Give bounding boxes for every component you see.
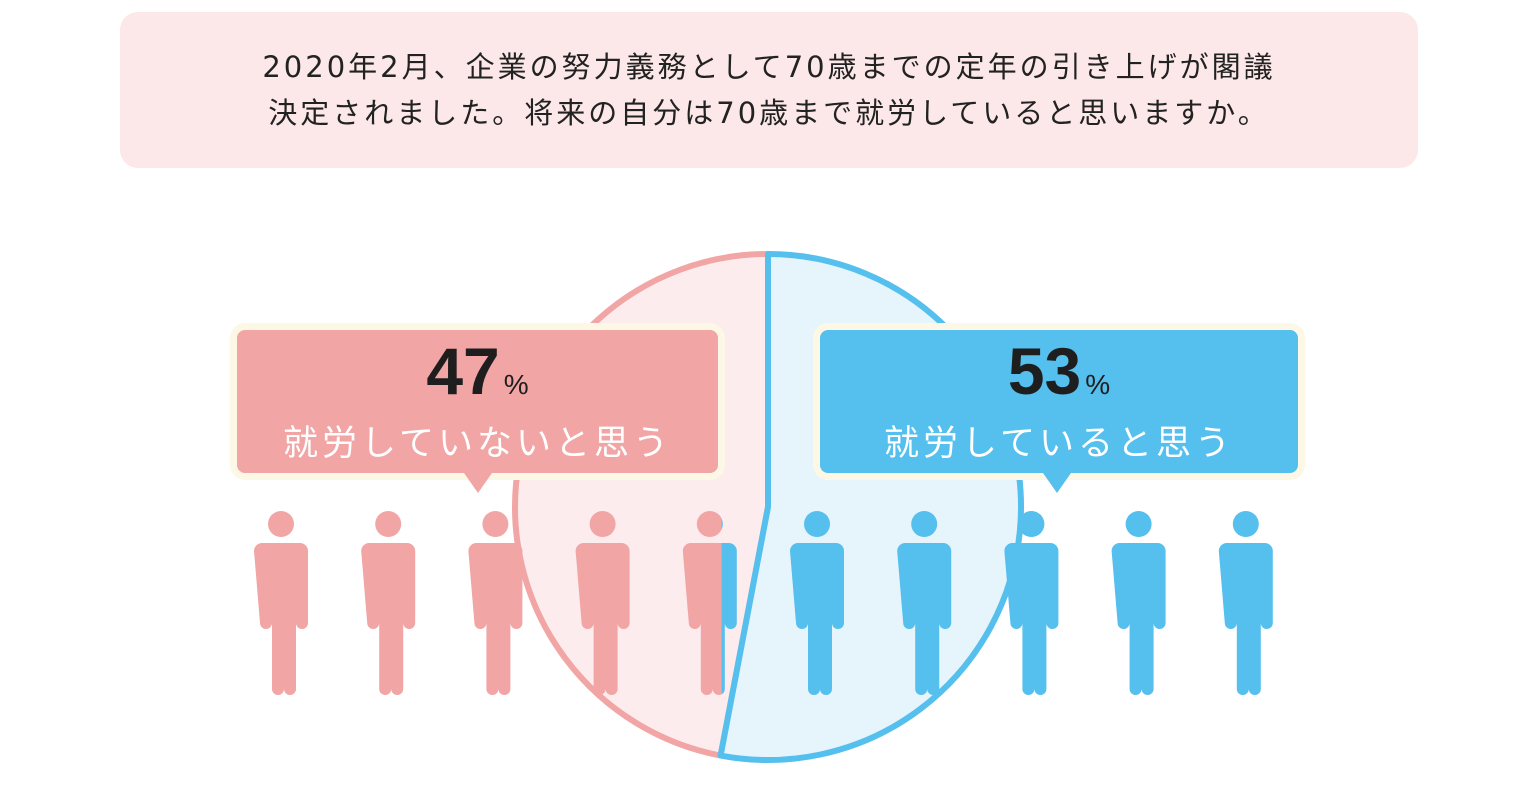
bubble-tail-yes [1043,473,1071,493]
person-icon [682,511,737,695]
percent-no: 47% [426,333,529,408]
person-icon [1004,511,1059,695]
percent-yes: 53% [1007,333,1111,408]
question-box: 2020年2月、企業の努力義務として70歳までの定年の引き上げが閣議 決定されま… [120,12,1418,168]
label-yes: 就労していると思う [884,423,1234,464]
person-icon [575,511,630,695]
person-icon [790,511,844,695]
question-line-1: 2020年2月、企業の努力義務として70歳までの定年の引き上げが閣議 [262,50,1276,84]
person-icon [361,511,416,695]
label-bubble-no: 47% 就労していないと思う [237,330,718,473]
person-icon [1218,511,1273,695]
person-icon [897,511,952,695]
person-icon [1111,511,1166,695]
person-icon [468,511,523,695]
person-icon [254,511,308,695]
label-bubble-yes: 53% 就労していると思う [820,330,1298,473]
question-line-2: 決定されました。将来の自分は70歳まで就労していると思いますか。 [268,96,1270,130]
label-no: 就労していないと思う [283,423,672,464]
bubble-tail-no [464,473,492,493]
